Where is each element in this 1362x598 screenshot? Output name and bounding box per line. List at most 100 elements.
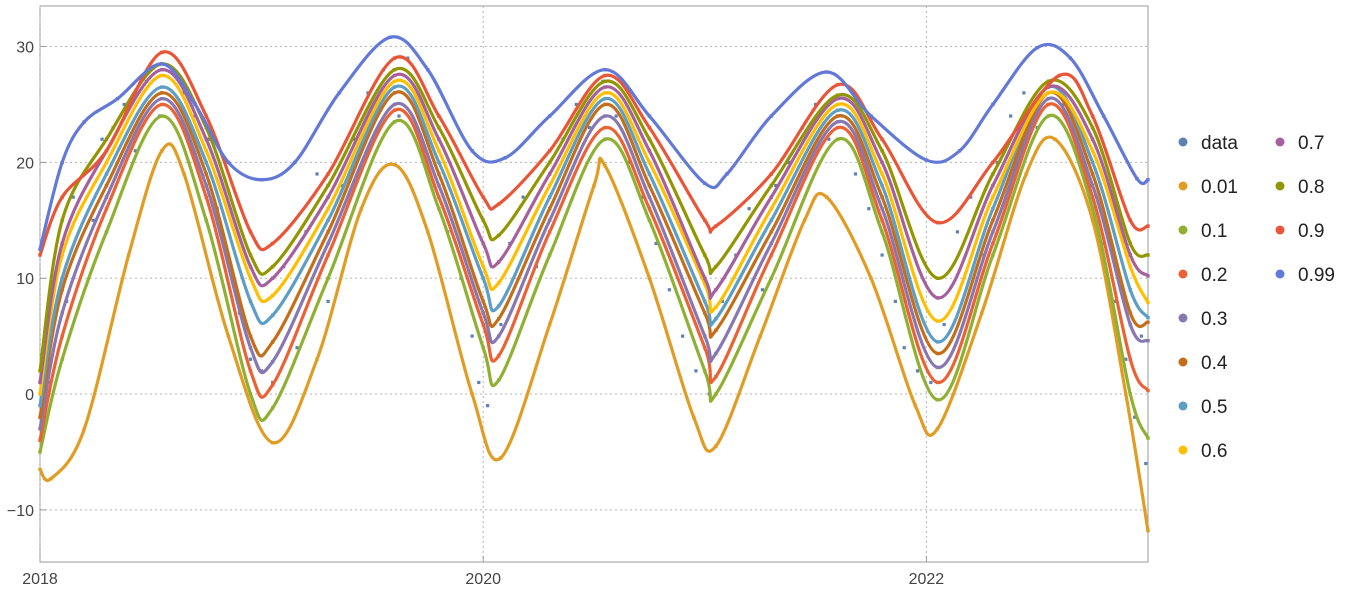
curve-point: [481, 311, 485, 315]
curve-point: [991, 172, 995, 176]
data-point: [353, 137, 357, 141]
curve-point: [437, 114, 441, 118]
curve-point: [160, 114, 164, 118]
curve-point: [248, 276, 253, 280]
curve-point: [1090, 218, 1095, 222]
curve-point: [647, 172, 652, 176]
series-curve: [38, 113, 1150, 453]
data-point: [694, 369, 698, 373]
curve-point: [714, 317, 718, 321]
curve-point: [326, 218, 330, 222]
curve-point: [38, 380, 42, 385]
curve-point: [647, 218, 652, 222]
curve-point: [160, 149, 164, 153]
curve-point: [204, 160, 208, 165]
curve-point: [270, 264, 275, 269]
curve-point: [547, 172, 552, 176]
curve-point: [437, 183, 441, 188]
curve-point: [1135, 176, 1139, 181]
data-point: [893, 299, 897, 303]
curve-point: [426, 230, 430, 234]
curve-point: [437, 195, 441, 199]
curve-point: [769, 241, 773, 246]
data-point: [71, 195, 75, 199]
curve-point: [869, 276, 873, 280]
y-tick-label: 10: [16, 271, 34, 288]
legend: data 0.01 0.1 0.2 0.3 0.4 0.5 0.6 0.7 0.8 0.9 0.99: [1178, 133, 1335, 462]
curve-point: [437, 172, 441, 176]
curve-point: [1057, 73, 1062, 78]
curve-point: [880, 160, 884, 165]
curve-point: [104, 195, 109, 199]
curve-point: [470, 392, 474, 396]
curve-point: [703, 369, 707, 373]
data-point: [91, 218, 95, 222]
data-point: [477, 380, 481, 385]
curve-point: [836, 125, 840, 130]
curve-point: [248, 253, 253, 257]
curve-point: [769, 207, 773, 211]
curve-point: [836, 102, 840, 107]
curve-point: [991, 218, 995, 222]
curve-point: [388, 35, 392, 39]
curve-point: [1068, 56, 1073, 60]
curve-point: [38, 247, 42, 251]
curve-point: [880, 149, 884, 153]
curve-point: [836, 137, 840, 141]
curve-point: [647, 137, 652, 141]
curve-point: [758, 334, 762, 338]
curve-point: [603, 137, 607, 141]
curve-point: [160, 50, 164, 55]
curve-point: [270, 440, 275, 445]
curve-point: [924, 158, 929, 162]
curve-point: [769, 183, 773, 188]
curve-point: [935, 351, 940, 356]
curve-point: [1090, 149, 1095, 153]
data-point: [295, 346, 299, 350]
data-point: [654, 241, 658, 246]
curve-point: [991, 183, 995, 188]
curve-point: [248, 334, 253, 338]
curve-point: [497, 354, 501, 358]
curve-point: [38, 415, 42, 419]
curve-point: [270, 276, 275, 280]
curve-point: [714, 392, 718, 396]
curve-point: [991, 160, 995, 165]
curve-point: [497, 233, 501, 238]
data-point: [614, 114, 618, 118]
curve-point: [60, 253, 64, 257]
data-point: [406, 56, 410, 60]
curve-point: [714, 224, 718, 228]
curve-point: [647, 160, 652, 165]
curve-point: [714, 444, 718, 448]
curve-point: [38, 438, 42, 443]
curve-point: [991, 195, 995, 199]
curve-point: [392, 102, 397, 107]
curve-point: [497, 281, 501, 285]
curve-point: [935, 319, 940, 323]
curve-point: [547, 322, 552, 327]
data-point: [929, 380, 933, 385]
curve-point: [248, 299, 253, 304]
curve-point: [337, 91, 341, 95]
legend-label: 0.3: [1201, 309, 1227, 330]
legend-swatch: [1178, 313, 1188, 323]
curve-point: [204, 195, 208, 199]
legend-swatch: [1178, 225, 1188, 235]
curve-point: [248, 369, 253, 373]
legend-item: 0.9: [1275, 221, 1324, 242]
curve-point: [1146, 529, 1150, 533]
curve-point: [1128, 357, 1132, 361]
curve-point: [935, 296, 940, 300]
curve-point: [880, 195, 884, 199]
legend-label: 0.7: [1298, 133, 1324, 154]
curve-point: [603, 125, 607, 130]
legend-swatch: [1178, 445, 1188, 455]
legend-item: 0.99: [1275, 265, 1335, 286]
curve-point: [647, 195, 652, 199]
curve-point: [991, 102, 995, 107]
curve-point: [824, 70, 829, 74]
series-0-2: [38, 102, 1150, 443]
curve-point: [60, 288, 64, 292]
curve-point: [481, 346, 485, 350]
